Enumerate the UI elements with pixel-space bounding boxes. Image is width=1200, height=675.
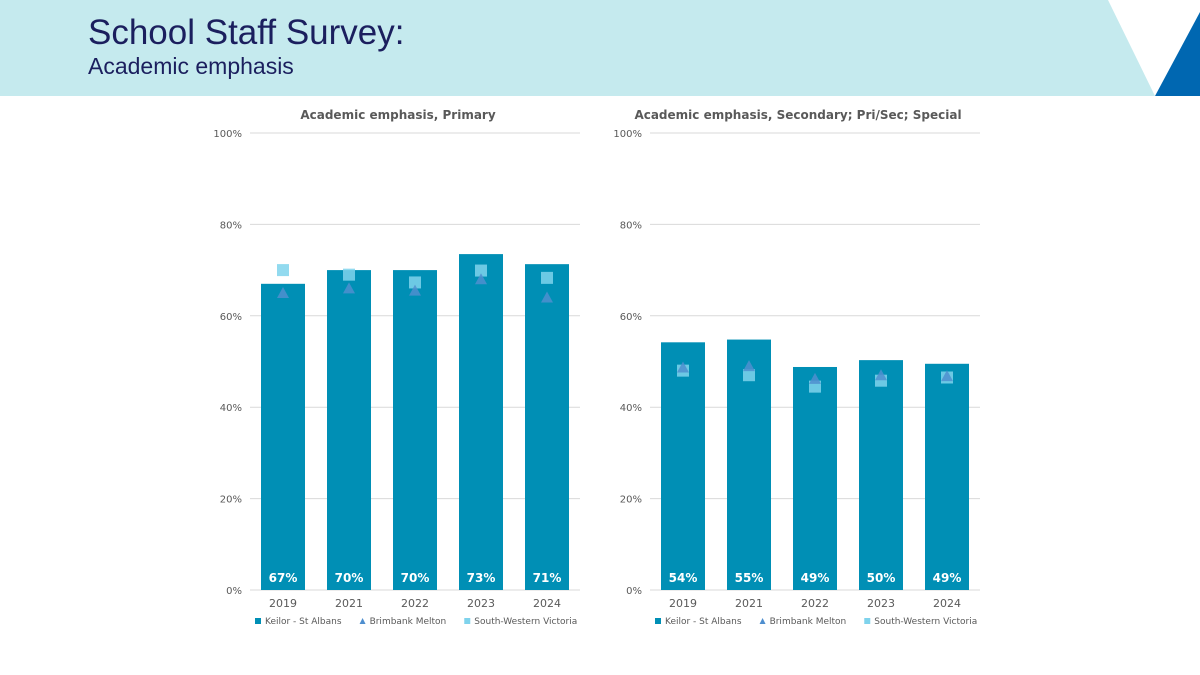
bar-label: 54% — [669, 571, 698, 585]
square-marker-2021 — [343, 268, 355, 281]
bar-2021 — [727, 339, 771, 590]
legend-swatch-bar — [255, 618, 261, 624]
bar-label: 70% — [401, 571, 430, 585]
triangle-marker-2022 — [809, 372, 821, 384]
x-tick-label: 2021 — [735, 597, 763, 610]
y-tick-label: 0% — [626, 586, 642, 597]
y-tick-label: 60% — [620, 312, 642, 323]
slide-title: School Staff Survey: — [88, 13, 405, 52]
bar-label: 71% — [533, 571, 562, 585]
legend-swatch-triangle — [359, 618, 366, 624]
x-tick-label: 2019 — [269, 597, 297, 610]
x-tick-label: 2021 — [335, 597, 363, 610]
y-tick-label: 100% — [613, 129, 642, 140]
y-tick-label: 40% — [220, 403, 242, 414]
legend-swatch-square — [864, 618, 871, 624]
legend-label: Keilor - St Albans — [265, 617, 342, 627]
legend-swatch-square — [464, 618, 471, 624]
bar-2023 — [459, 254, 503, 591]
triangle-marker-2022 — [409, 284, 421, 296]
y-tick-label: 20% — [620, 495, 642, 506]
bar-label: 70% — [335, 571, 364, 585]
bar-2024 — [925, 363, 969, 590]
legend-label: Keilor - St Albans — [665, 617, 742, 627]
bar-2022 — [393, 270, 437, 590]
legend-label: South-Western Victoria — [874, 617, 977, 627]
header-band — [0, 0, 1200, 96]
chart-title: Academic emphasis, Primary — [300, 108, 495, 122]
legend-swatch-bar — [655, 618, 661, 624]
triangle-marker-2024 — [941, 370, 953, 382]
x-tick-label: 2024 — [533, 597, 561, 610]
triangle-marker-2021 — [743, 360, 755, 372]
triangle-marker-2019 — [277, 286, 289, 298]
chart-title: Academic emphasis, Secondary; Pri/Sec; S… — [634, 108, 961, 122]
x-tick-label: 2019 — [669, 597, 697, 610]
bar-2023 — [859, 360, 903, 590]
y-tick-label: 80% — [620, 220, 642, 231]
square-marker-2022 — [409, 276, 421, 289]
x-tick-label: 2023 — [467, 597, 495, 610]
legend-label: Brimbank Melton — [370, 617, 447, 627]
bar-label: 73% — [467, 571, 496, 585]
square-marker-2023 — [475, 264, 487, 277]
triangle-marker-2023 — [875, 369, 887, 381]
chart-primary: Academic emphasis, Primary 0% 20% 40% 60% 80%… — [213, 108, 580, 627]
y-tick-label: 0% — [226, 586, 242, 597]
bar-2019 — [661, 342, 705, 590]
triangle-marker-2019 — [677, 361, 689, 373]
x-tick-label: 2022 — [801, 597, 829, 610]
slide-title-block: School Staff Survey: Academic emphasis — [88, 14, 404, 80]
x-tick-label: 2024 — [933, 597, 961, 610]
legend-label: South-Western Victoria — [474, 617, 577, 627]
legend-label: Brimbank Melton — [770, 617, 847, 627]
y-tick-label: 100% — [213, 129, 242, 140]
triangle-marker-2024 — [541, 291, 553, 303]
legend-swatch-triangle — [759, 618, 766, 624]
y-tick-label: 80% — [220, 220, 242, 231]
square-marker-2019 — [277, 264, 289, 277]
bar-label: 49% — [801, 571, 830, 585]
bar-label: 55% — [735, 571, 764, 585]
y-tick-label: 20% — [220, 495, 242, 506]
x-tick-label: 2023 — [867, 597, 895, 610]
triangle-marker-2023 — [475, 273, 487, 285]
triangle-marker-2021 — [343, 282, 355, 294]
x-tick-label: 2022 — [401, 597, 429, 610]
bar-2021 — [327, 270, 371, 590]
bar-2024 — [525, 264, 569, 590]
square-marker-2021 — [743, 369, 755, 382]
bar-label: 50% — [867, 571, 896, 585]
bar-2019 — [261, 283, 305, 590]
slide-subtitle: Academic emphasis — [88, 53, 294, 79]
bar-2022 — [793, 366, 837, 590]
bar-label: 49% — [933, 571, 962, 585]
chart-secondary: Academic emphasis, Secondary; Pri/Sec; S… — [613, 108, 980, 627]
y-tick-label: 40% — [620, 403, 642, 414]
square-marker-2024 — [541, 271, 553, 284]
y-tick-label: 60% — [220, 312, 242, 323]
bar-label: 67% — [269, 571, 298, 585]
